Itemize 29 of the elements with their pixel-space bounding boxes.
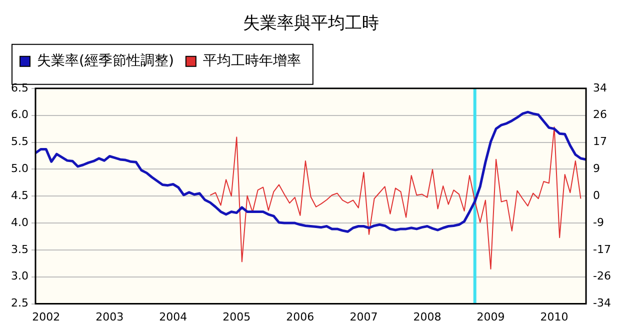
y2-tick-label: -34 xyxy=(593,296,611,310)
x-tick-label: 2005 xyxy=(222,310,251,324)
y2-tick-label: 26 xyxy=(593,108,608,122)
y-tick-label: 5.5 xyxy=(10,135,28,148)
y2-tick-label: 17 xyxy=(593,135,608,148)
y2-tick-label: -26 xyxy=(593,270,611,283)
y2-tick-label: 9 xyxy=(593,162,600,176)
legend-label: 平均工時年增率 xyxy=(202,53,301,70)
x-tick-label: 2008 xyxy=(413,310,442,324)
x-tick-label: 2006 xyxy=(286,310,314,324)
y-tick-label: 3.0 xyxy=(10,270,28,283)
legend-label: 失業率(經季節性調整) xyxy=(37,53,174,70)
y-tick-label: 2.5 xyxy=(10,296,28,310)
y-tick-label: 5.0 xyxy=(10,162,28,176)
x-tick-label: 2010 xyxy=(540,310,568,324)
y-tick-label: 4.5 xyxy=(10,188,28,202)
y2-tick-label: -17 xyxy=(593,242,611,256)
x-tick-label: 2009 xyxy=(476,310,505,324)
x-tick-label: 2004 xyxy=(159,310,188,324)
y2-tick-label: -9 xyxy=(593,216,604,229)
y2-tick-label: 34 xyxy=(593,81,608,94)
y-tick-label: 6.0 xyxy=(10,108,28,122)
y2-tick-label: 0 xyxy=(593,188,600,202)
chart-title: 失業率與平均工時 xyxy=(243,14,379,34)
x-tick-label: 2007 xyxy=(350,310,378,324)
y-tick-label: 4.0 xyxy=(10,216,28,229)
x-tick-label: 2003 xyxy=(96,310,124,324)
y-tick-label: 3.5 xyxy=(10,242,28,256)
x-tick-label: 2002 xyxy=(32,310,60,324)
